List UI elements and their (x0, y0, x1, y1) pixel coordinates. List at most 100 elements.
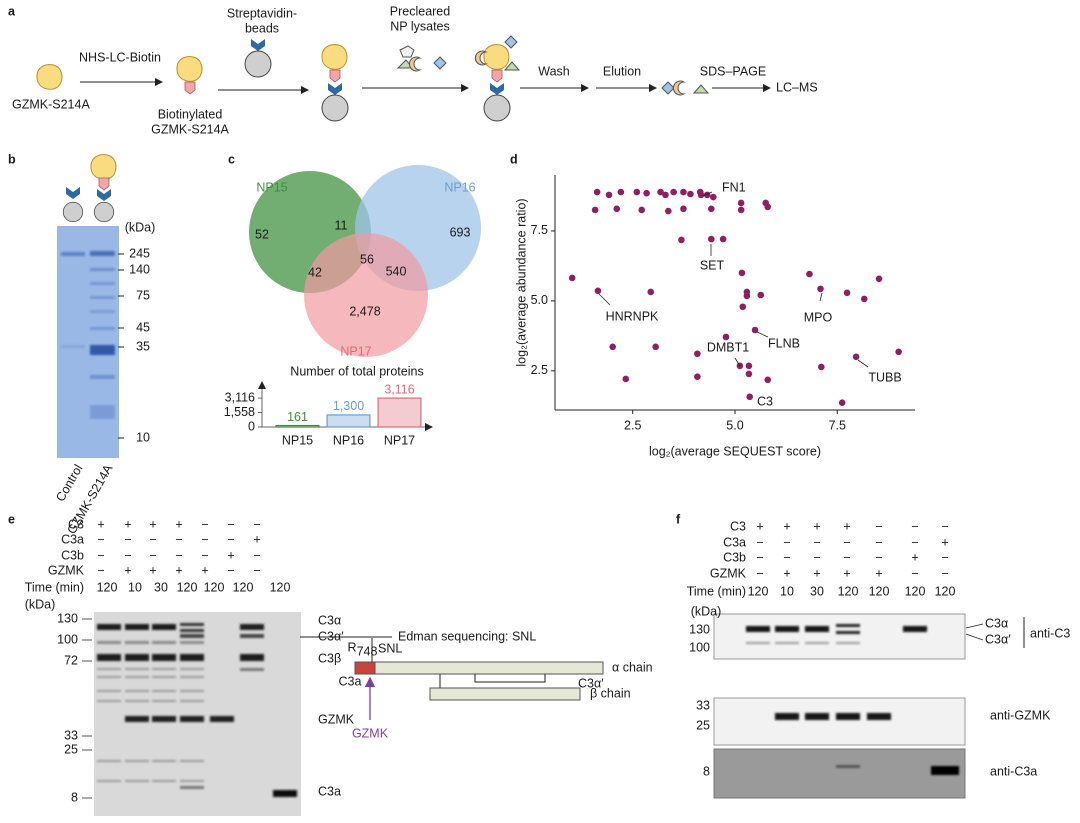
y-tick-label: 3,116 (225, 390, 255, 404)
sign: − (149, 548, 156, 562)
band (805, 626, 829, 632)
set-label: NP17 (340, 344, 371, 358)
band (867, 713, 891, 720)
x-tick-label: 5.0 (726, 418, 743, 432)
sign: − (97, 548, 104, 562)
sign: − (227, 517, 234, 531)
blot-bands (746, 624, 959, 775)
antibody-label: anti-C3a (990, 764, 1037, 778)
point (609, 343, 616, 351)
value-label: 161 (287, 410, 308, 424)
point (764, 203, 772, 211)
unit-label: (kDa) (125, 220, 156, 234)
sign: − (783, 550, 790, 564)
sign: + (875, 566, 882, 580)
point (670, 188, 677, 196)
band-label: C3α′ (985, 632, 1011, 646)
panel-label: e (8, 512, 15, 526)
label: NHS-LC-Biotin (79, 50, 161, 64)
label: GZMK-S214A (151, 122, 229, 136)
point (719, 235, 727, 243)
chain-label: C3α′ (578, 676, 604, 690)
row-label: GZMK (48, 563, 85, 577)
point (707, 235, 715, 243)
biotin-icon (184, 81, 196, 95)
panel-e-schematic (300, 636, 604, 720)
band (97, 690, 121, 692)
row-label: C3b (723, 550, 746, 564)
sign: − (911, 535, 918, 549)
band (90, 310, 115, 313)
chain-label: α chain (612, 660, 653, 674)
band (180, 668, 204, 670)
lysate-protein (408, 56, 422, 72)
sign: − (227, 532, 234, 546)
band (90, 251, 115, 256)
band (152, 624, 176, 630)
point (852, 353, 860, 361)
band (125, 700, 149, 702)
point (657, 188, 664, 196)
point (737, 199, 745, 207)
band (180, 690, 204, 692)
marker-label: 33 (64, 728, 78, 742)
point (743, 292, 751, 300)
row-label: C3a (61, 532, 84, 546)
annotation: MPO (804, 310, 833, 324)
point (707, 205, 715, 213)
band (836, 765, 860, 768)
band-label: GZMK (318, 712, 355, 726)
x-tick-label: NP16 (333, 433, 364, 447)
sign: + (149, 563, 156, 577)
band-label: C3a (318, 784, 341, 798)
x-tick-label: 7.5 (829, 418, 846, 432)
marker-label: 72 (64, 653, 78, 667)
point (605, 191, 613, 199)
leader-line (756, 331, 769, 338)
sign: + (149, 517, 156, 531)
annotation: TUBB (868, 370, 901, 384)
point (722, 333, 730, 341)
leader-line (857, 359, 869, 368)
sign: − (201, 532, 208, 546)
sign: − (911, 566, 918, 580)
marker-label: 130 (689, 622, 710, 636)
protease: GZMK (352, 726, 389, 740)
bead-icon (483, 94, 511, 122)
bead-icon (244, 50, 272, 78)
point (745, 370, 753, 378)
point (694, 350, 701, 358)
x-tick-label: 2.5 (624, 418, 641, 432)
sign: + (124, 517, 131, 531)
point (764, 376, 772, 384)
band (180, 716, 204, 722)
time: 120 (270, 580, 291, 594)
band (125, 668, 149, 670)
marker-label: 33 (696, 698, 710, 712)
band (903, 626, 927, 632)
marker-label: 8 (703, 764, 710, 778)
panel-label: a (8, 4, 16, 18)
band (180, 700, 204, 702)
band-label: C3α (318, 613, 341, 627)
label: NP lysates (390, 19, 450, 33)
sign: + (843, 566, 850, 580)
bead-icon (321, 94, 349, 122)
streptavidin-icon (251, 39, 265, 51)
y-tick-label: 2.5 (531, 363, 548, 377)
band (90, 327, 115, 330)
sign: − (813, 535, 820, 549)
point (593, 188, 601, 196)
marker-label: 100 (689, 640, 710, 654)
sign: − (175, 532, 182, 546)
eluted-protein (661, 81, 675, 95)
band-label: C3α′ (318, 629, 344, 643)
band (152, 676, 176, 678)
sign: − (97, 563, 104, 577)
sign: + (175, 517, 182, 531)
sign: − (149, 532, 156, 546)
band (125, 760, 149, 762)
sign: − (227, 563, 234, 577)
panel-b-gel (57, 154, 119, 458)
value-label: 1,300 (333, 399, 364, 413)
